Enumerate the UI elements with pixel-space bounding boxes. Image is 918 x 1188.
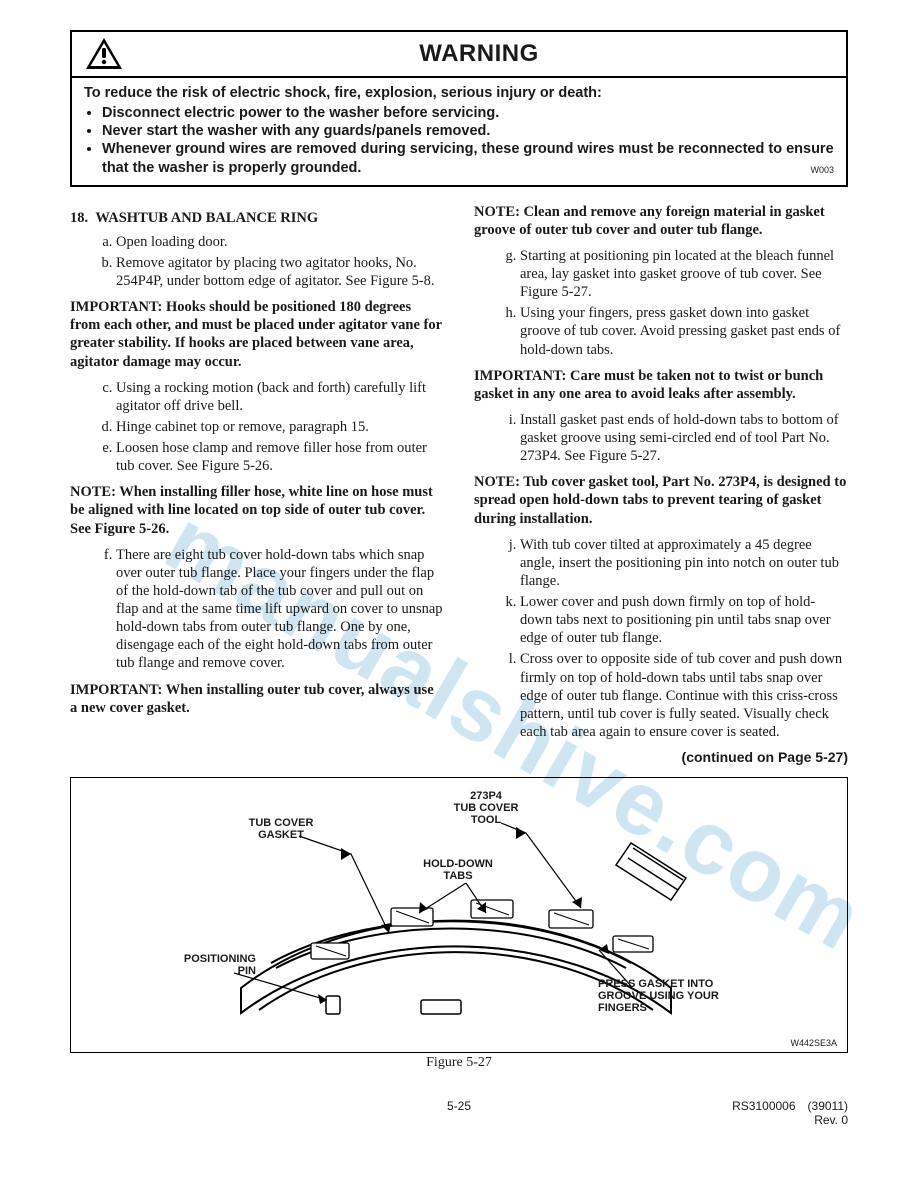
- body-note: NOTE: Tub cover gasket tool, Part No. 27…: [474, 473, 848, 527]
- list-item: Loosen hose clamp and remove filler hose…: [116, 439, 444, 475]
- warning-bullet: Disconnect electric power to the washer …: [102, 104, 834, 122]
- figure-label-pin: POSITIONINGPIN: [171, 953, 256, 977]
- footer-page-number: 5-25: [220, 1099, 698, 1128]
- figure-caption: Figure 5-27: [70, 1055, 848, 1071]
- right-column: NOTE: Clean and remove any foreign mater…: [474, 203, 848, 767]
- warning-bullet: Never start the washer with any guards/p…: [102, 122, 834, 140]
- list-item: Remove agitator by placing two agitator …: [116, 254, 444, 290]
- body-note: NOTE: Clean and remove any foreign mater…: [474, 203, 848, 239]
- continued-text: (continued on Page 5-27): [474, 749, 848, 767]
- figure-label-gasket: TUB COVERGASKET: [236, 817, 326, 841]
- list-item: Using your fingers, press gasket down in…: [520, 304, 848, 358]
- warning-icon: [84, 36, 124, 72]
- list-item: Hinge cabinet top or remove, paragraph 1…: [116, 418, 444, 436]
- footer-revision: Rev. 0: [698, 1113, 848, 1127]
- list-item: With tub cover tilted at approximately a…: [520, 536, 848, 590]
- body-note: NOTE: When installing filler hose, white…: [70, 483, 444, 537]
- list-item: Install gasket past ends of hold-down ta…: [520, 411, 848, 465]
- warning-code: W003: [810, 165, 834, 176]
- figure-label-tabs: HOLD-DOWNTABS: [413, 858, 503, 882]
- warning-bullet: Whenever ground wires are removed during…: [102, 140, 834, 176]
- footer-doc-id: RS3100006 (39011): [698, 1099, 848, 1113]
- list-item: There are eight tub cover hold-down tabs…: [116, 546, 444, 673]
- important-note: IMPORTANT: When installing outer tub cov…: [70, 681, 444, 717]
- important-note: IMPORTANT: Hooks should be positioned 18…: [70, 298, 444, 371]
- warning-title: WARNING: [124, 40, 834, 68]
- list-item: Starting at positioning pin located at t…: [520, 247, 848, 301]
- list-item: Using a rocking motion (back and forth) …: [116, 379, 444, 415]
- important-note: IMPORTANT: Care must be taken not to twi…: [474, 367, 848, 403]
- warning-intro: To reduce the risk of electric shock, fi…: [84, 84, 834, 102]
- warning-bullet-list: Disconnect electric power to the washer …: [84, 104, 834, 177]
- figure-label-press: PRESS GASKET INTOGROOVE USING YOURFINGER…: [598, 978, 743, 1014]
- section-heading: 18. WASHTUB AND BALANCE RING: [70, 209, 444, 227]
- list-item: Open loading door.: [116, 233, 444, 251]
- figure-code: W442SE3A: [790, 1038, 837, 1048]
- figure-label-tool: 273P4TUB COVERTOOL: [441, 790, 531, 826]
- figure-box: TUB COVERGASKET 273P4TUB COVERTOOL HOLD-…: [70, 777, 848, 1053]
- list-item: Cross over to opposite side of tub cover…: [520, 650, 848, 741]
- left-column: 18. WASHTUB AND BALANCE RING Open loadin…: [70, 203, 444, 767]
- list-item: Lower cover and push down firmly on top …: [520, 593, 848, 647]
- warning-box: WARNING To reduce the risk of electric s…: [70, 30, 848, 187]
